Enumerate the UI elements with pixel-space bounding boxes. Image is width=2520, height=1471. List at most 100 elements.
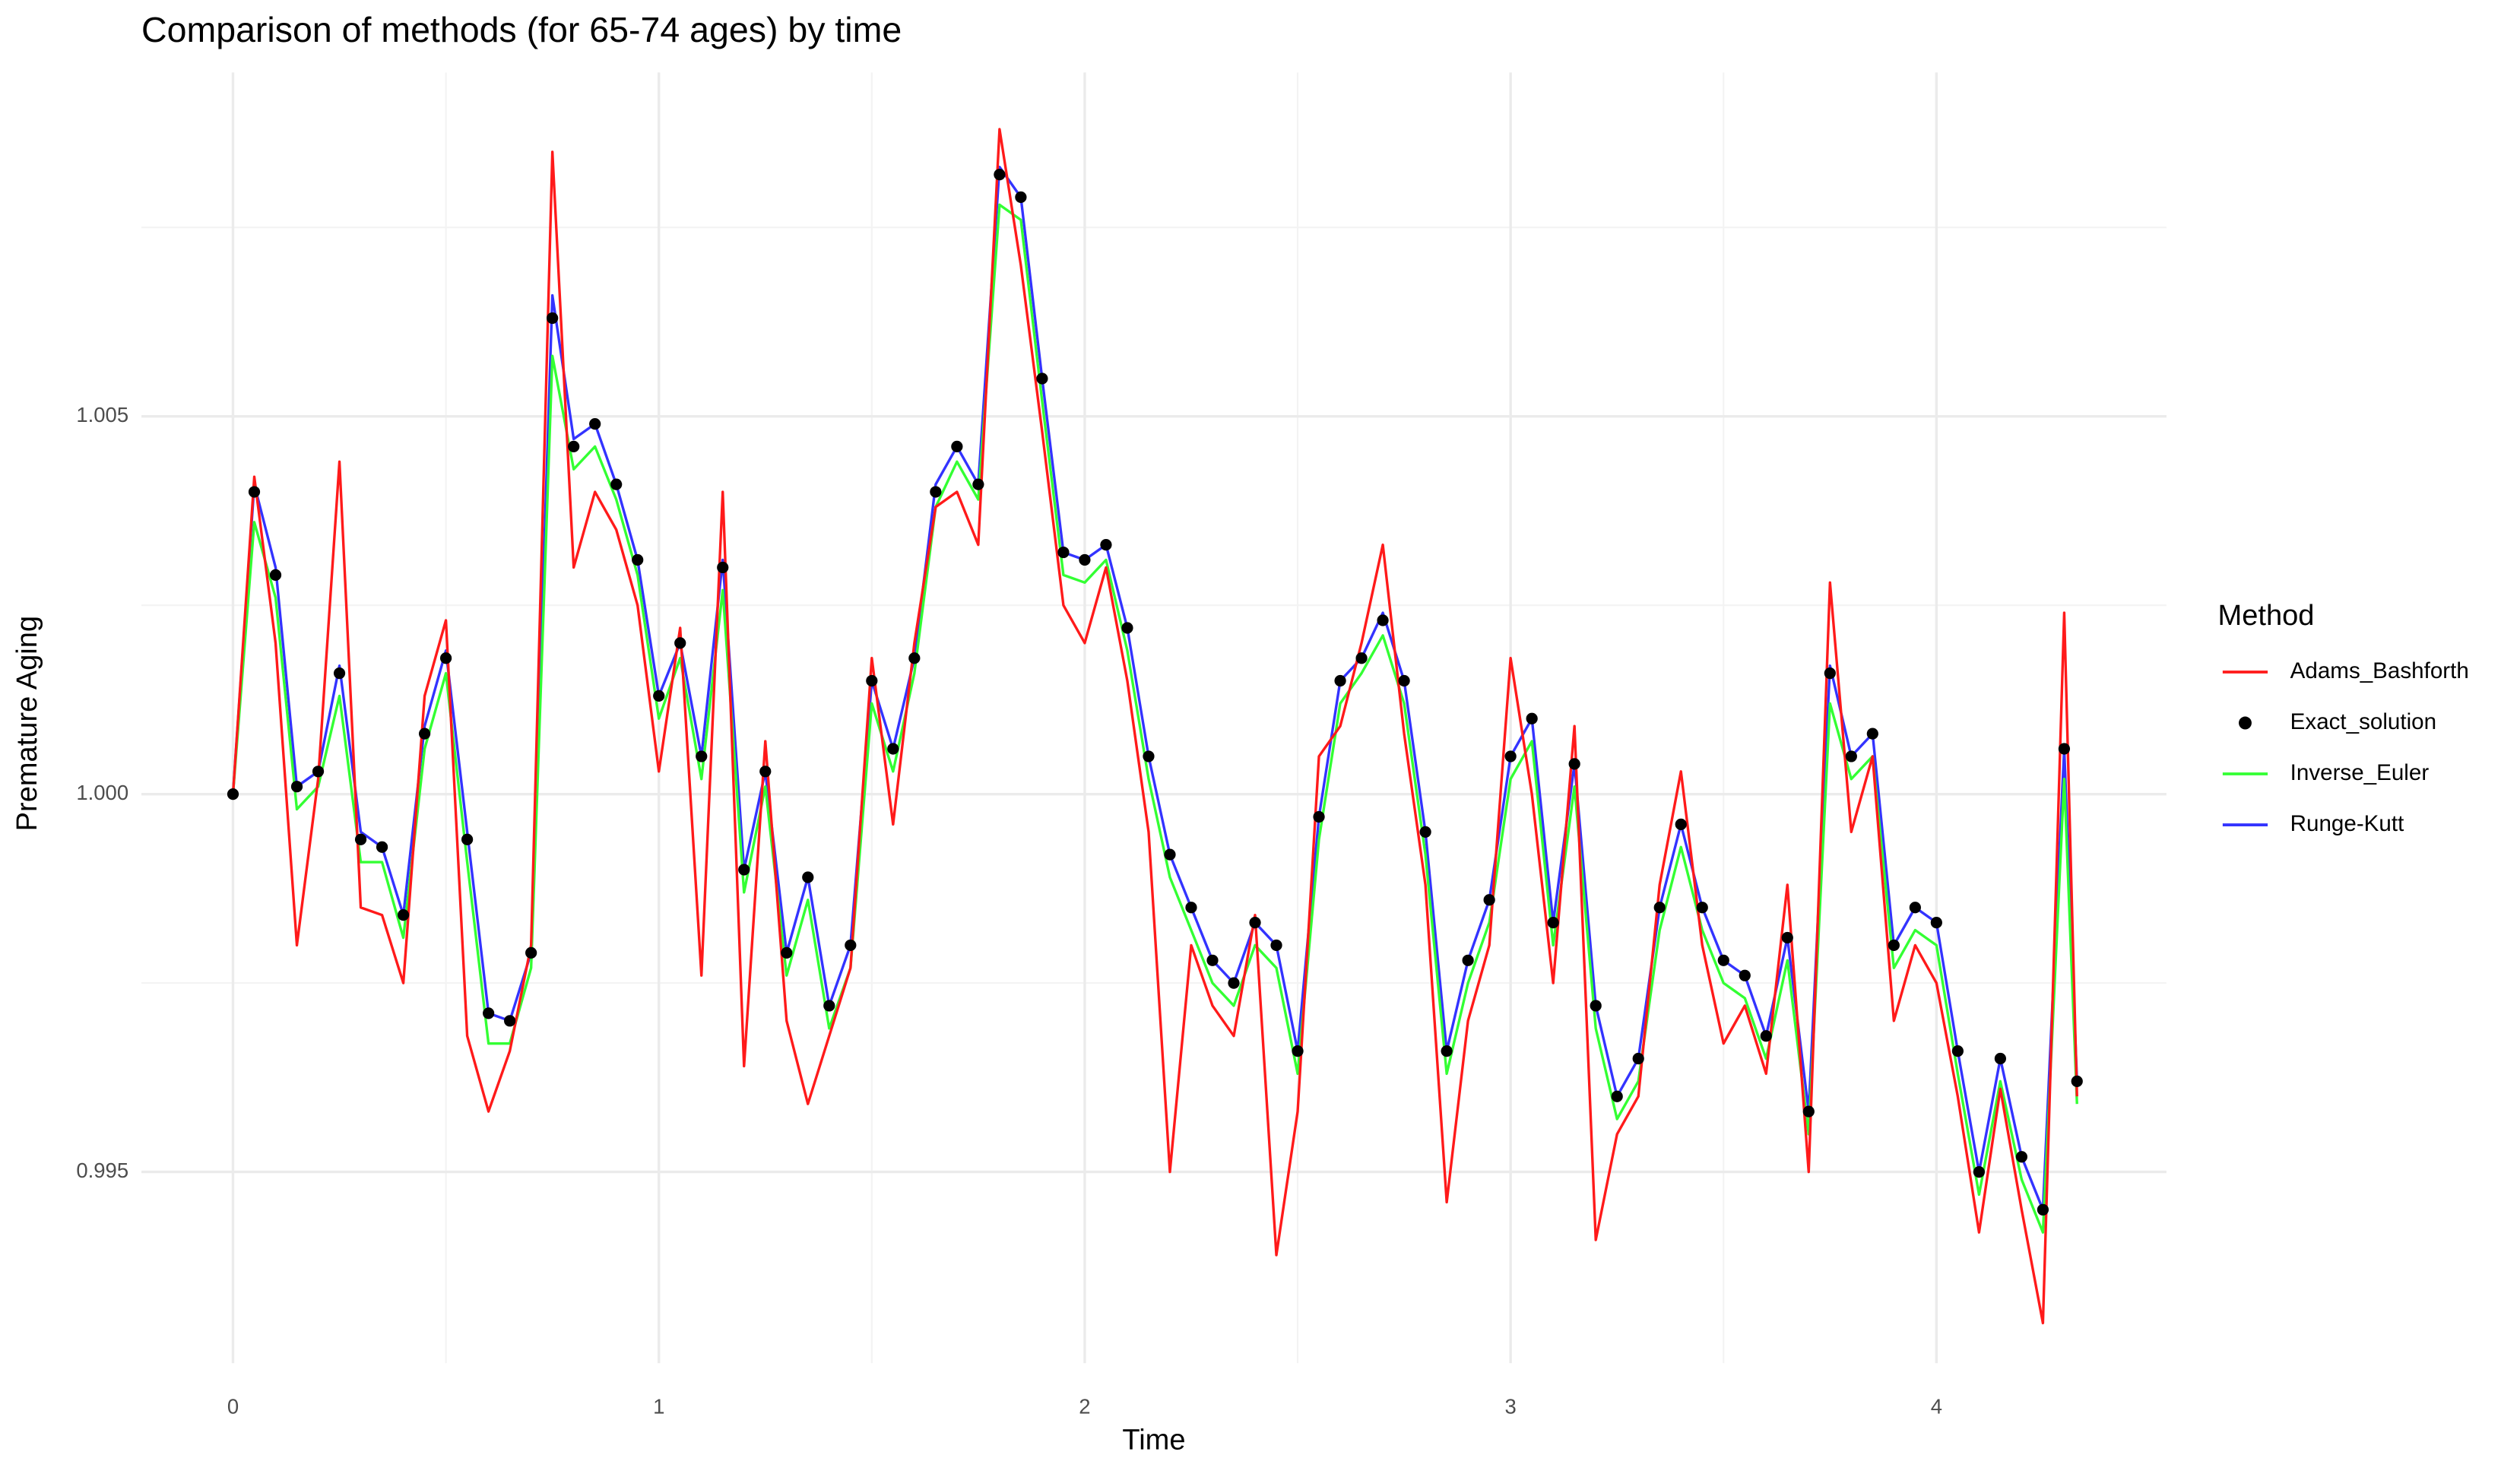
data-point	[1292, 1045, 1304, 1057]
data-point	[1717, 954, 1729, 966]
data-point	[1739, 969, 1751, 981]
data-point	[1568, 758, 1580, 770]
data-point	[1930, 916, 1942, 929]
x-tick-label: 3	[1505, 1395, 1517, 1419]
data-point	[397, 909, 410, 921]
data-point	[632, 553, 644, 566]
data-point	[1994, 1052, 2007, 1065]
data-point	[1866, 728, 1878, 740]
x-tick-label: 1	[653, 1395, 664, 1419]
data-point	[717, 561, 729, 574]
x-axis-label: Time	[1122, 1425, 1185, 1457]
y-tick-label: 0.995	[76, 1159, 128, 1182]
data-point	[1419, 826, 1431, 838]
data-point	[1675, 818, 1687, 831]
legend-label: Inverse_Euler	[2290, 760, 2430, 785]
legend-key	[2239, 716, 2252, 730]
data-point	[845, 939, 857, 952]
data-point	[823, 1000, 835, 1012]
legend-label: Runge-Kutt	[2290, 811, 2404, 836]
data-point	[2015, 1151, 2028, 1163]
data-point	[1100, 539, 1112, 551]
y-tick-label: 1.005	[76, 403, 128, 426]
data-point	[1057, 546, 1070, 559]
data-point	[738, 864, 750, 876]
legend-label: Exact_solution	[2290, 709, 2436, 734]
legend-label: Adams_Bashforth	[2290, 658, 2469, 683]
data-point	[1802, 1105, 1815, 1118]
data-point	[1185, 902, 1197, 914]
data-point	[2037, 1203, 2049, 1216]
data-point	[1015, 191, 1027, 204]
data-point	[696, 750, 708, 762]
chart-title: Comparison of methods (for 65-74 ages) b…	[141, 10, 902, 49]
data-point	[802, 871, 814, 883]
data-point	[568, 440, 580, 453]
data-point	[1228, 977, 1240, 989]
data-point	[589, 417, 601, 430]
data-point	[1909, 902, 1921, 914]
x-tick-label: 0	[227, 1395, 239, 1419]
data-point	[1355, 652, 1368, 664]
data-point	[1206, 954, 1219, 966]
data-point	[1377, 614, 1389, 626]
data-point	[312, 766, 325, 778]
data-point	[1632, 1052, 1644, 1065]
data-point	[248, 486, 261, 498]
data-point	[1824, 667, 1836, 680]
x-tick-label: 2	[1079, 1395, 1090, 1419]
data-point	[418, 728, 431, 740]
data-point	[1590, 1000, 1602, 1012]
data-point	[1973, 1165, 1985, 1178]
data-point	[887, 743, 899, 755]
data-point	[2071, 1075, 2083, 1087]
data-point	[972, 478, 984, 490]
data-point	[1036, 373, 1048, 385]
series-line	[231, 203, 2078, 1234]
data-point	[1313, 810, 1325, 823]
data-point	[547, 312, 559, 325]
data-point	[781, 946, 793, 959]
y-tick-label: 1.000	[76, 781, 128, 804]
data-point	[1760, 1030, 1772, 1042]
data-point	[1079, 553, 1091, 566]
data-point	[1504, 750, 1517, 762]
data-point	[951, 440, 963, 453]
data-point	[1121, 622, 1133, 634]
x-tick-label: 4	[1931, 1395, 1942, 1419]
legend-title: Method	[2218, 600, 2315, 632]
data-point	[525, 946, 537, 959]
data-point	[354, 833, 367, 845]
data-point	[908, 652, 921, 664]
data-point	[290, 781, 303, 793]
data-point	[1845, 750, 1857, 762]
data-point	[1781, 931, 1793, 944]
data-point	[1696, 902, 1708, 914]
data-point	[1249, 916, 1261, 929]
data-point	[1547, 916, 1559, 929]
data-point	[653, 690, 665, 702]
data-point	[2058, 743, 2071, 755]
data-point	[227, 788, 239, 800]
data-point	[1270, 939, 1282, 952]
y-axis-label: Premature Aging	[11, 616, 43, 831]
data-point	[1441, 1045, 1453, 1057]
data-point	[333, 667, 346, 680]
data-point	[1951, 1045, 1964, 1057]
data-point	[504, 1015, 516, 1027]
data-point	[439, 652, 452, 664]
data-point	[1526, 712, 1538, 724]
data-point	[1462, 954, 1474, 966]
data-point	[461, 833, 474, 845]
data-point	[1334, 674, 1346, 687]
data-point	[1164, 848, 1176, 861]
data-point	[610, 478, 623, 490]
data-point	[1611, 1090, 1623, 1102]
data-point	[866, 674, 878, 687]
data-point	[1888, 939, 1900, 952]
data-point	[994, 168, 1006, 181]
data-point	[376, 841, 388, 853]
data-point	[1653, 902, 1666, 914]
